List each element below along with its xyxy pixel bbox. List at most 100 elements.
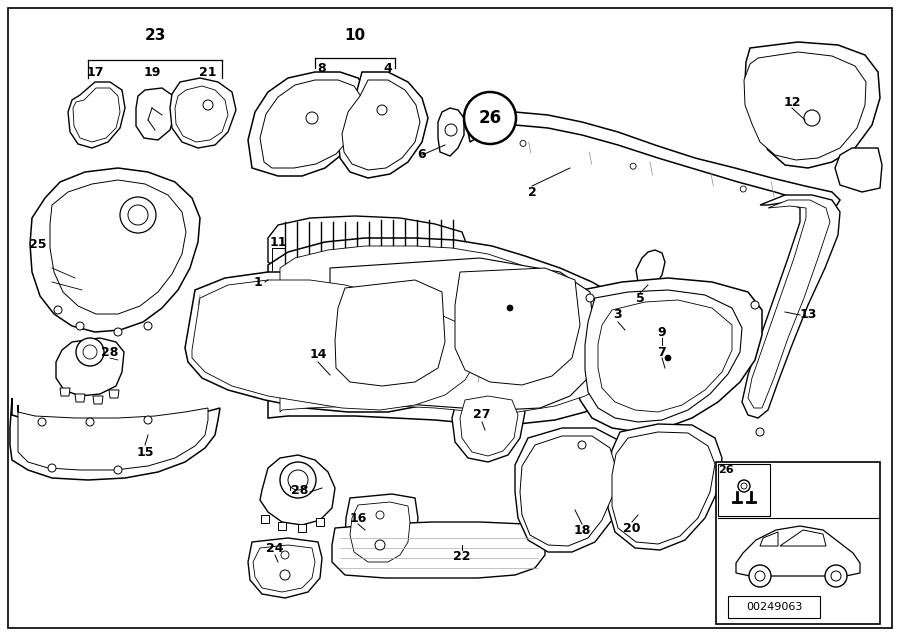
Polygon shape bbox=[75, 394, 85, 402]
Circle shape bbox=[665, 355, 671, 361]
Bar bbox=[728, 596, 820, 618]
Text: 7: 7 bbox=[658, 345, 666, 359]
Polygon shape bbox=[10, 398, 220, 480]
Circle shape bbox=[38, 418, 46, 426]
Polygon shape bbox=[268, 216, 468, 268]
Text: 25: 25 bbox=[29, 238, 47, 251]
Circle shape bbox=[203, 100, 213, 110]
Circle shape bbox=[280, 570, 290, 580]
Text: 28: 28 bbox=[102, 345, 119, 359]
Polygon shape bbox=[260, 455, 335, 525]
Polygon shape bbox=[278, 522, 286, 530]
Polygon shape bbox=[18, 405, 208, 470]
Text: 21: 21 bbox=[199, 66, 217, 78]
Polygon shape bbox=[332, 522, 545, 578]
Bar bbox=[716, 462, 880, 624]
Circle shape bbox=[464, 92, 516, 144]
Polygon shape bbox=[248, 538, 322, 598]
Polygon shape bbox=[192, 280, 480, 410]
Polygon shape bbox=[342, 80, 420, 170]
Circle shape bbox=[756, 428, 764, 436]
Text: 22: 22 bbox=[454, 550, 471, 562]
Polygon shape bbox=[460, 396, 518, 456]
Bar bbox=[718, 464, 770, 516]
Polygon shape bbox=[30, 168, 200, 332]
Circle shape bbox=[445, 124, 457, 136]
Circle shape bbox=[507, 305, 513, 311]
Polygon shape bbox=[268, 238, 645, 424]
Polygon shape bbox=[636, 250, 665, 288]
Text: 4: 4 bbox=[383, 62, 392, 74]
Text: 2: 2 bbox=[527, 186, 536, 198]
Text: 26: 26 bbox=[479, 109, 501, 127]
Text: 5: 5 bbox=[635, 291, 644, 305]
Circle shape bbox=[76, 338, 104, 366]
Polygon shape bbox=[736, 526, 860, 576]
Circle shape bbox=[280, 462, 316, 498]
Polygon shape bbox=[253, 545, 315, 592]
Circle shape bbox=[83, 345, 97, 359]
Polygon shape bbox=[93, 396, 103, 404]
Circle shape bbox=[114, 466, 122, 474]
Text: 23: 23 bbox=[144, 27, 166, 43]
Text: 11: 11 bbox=[269, 237, 287, 249]
Text: 19: 19 bbox=[143, 66, 161, 78]
Text: 28: 28 bbox=[292, 483, 309, 497]
Polygon shape bbox=[60, 388, 70, 396]
Circle shape bbox=[48, 464, 56, 472]
Text: 20: 20 bbox=[623, 522, 641, 534]
Polygon shape bbox=[328, 258, 595, 410]
Polygon shape bbox=[585, 290, 742, 422]
Polygon shape bbox=[50, 180, 186, 314]
Polygon shape bbox=[745, 42, 880, 168]
Polygon shape bbox=[612, 432, 715, 544]
Polygon shape bbox=[575, 278, 762, 432]
Text: 10: 10 bbox=[345, 27, 365, 43]
Polygon shape bbox=[248, 72, 370, 176]
Polygon shape bbox=[56, 338, 124, 396]
Polygon shape bbox=[835, 148, 882, 192]
Polygon shape bbox=[338, 72, 428, 178]
Circle shape bbox=[306, 112, 318, 124]
Circle shape bbox=[630, 163, 636, 169]
Circle shape bbox=[804, 110, 820, 126]
Polygon shape bbox=[298, 524, 306, 532]
Circle shape bbox=[738, 480, 750, 492]
Polygon shape bbox=[742, 195, 840, 418]
Text: 9: 9 bbox=[658, 326, 666, 338]
Polygon shape bbox=[316, 518, 324, 526]
Circle shape bbox=[86, 418, 94, 426]
Circle shape bbox=[375, 540, 385, 550]
Text: 1: 1 bbox=[254, 275, 263, 289]
Text: 24: 24 bbox=[266, 541, 284, 555]
Polygon shape bbox=[68, 82, 125, 148]
Polygon shape bbox=[780, 530, 826, 546]
Text: 00249063: 00249063 bbox=[746, 602, 802, 612]
Circle shape bbox=[740, 186, 746, 192]
Text: 18: 18 bbox=[573, 523, 590, 537]
Circle shape bbox=[825, 565, 847, 587]
Polygon shape bbox=[452, 390, 525, 462]
Circle shape bbox=[741, 483, 747, 489]
Circle shape bbox=[377, 105, 387, 115]
Polygon shape bbox=[468, 112, 840, 208]
Polygon shape bbox=[345, 494, 418, 568]
Polygon shape bbox=[598, 300, 732, 412]
Polygon shape bbox=[170, 78, 236, 148]
Polygon shape bbox=[261, 515, 269, 523]
Circle shape bbox=[751, 301, 759, 309]
Circle shape bbox=[144, 416, 152, 424]
Text: 26: 26 bbox=[718, 465, 734, 475]
Circle shape bbox=[755, 571, 765, 581]
Text: 3: 3 bbox=[614, 308, 622, 322]
Polygon shape bbox=[608, 424, 722, 550]
Circle shape bbox=[281, 551, 289, 559]
Circle shape bbox=[54, 306, 62, 314]
Circle shape bbox=[76, 322, 84, 330]
Text: 15: 15 bbox=[136, 445, 154, 459]
Polygon shape bbox=[185, 272, 488, 412]
Polygon shape bbox=[744, 52, 866, 160]
Text: 27: 27 bbox=[473, 408, 491, 422]
Polygon shape bbox=[280, 246, 630, 412]
Circle shape bbox=[831, 571, 841, 581]
